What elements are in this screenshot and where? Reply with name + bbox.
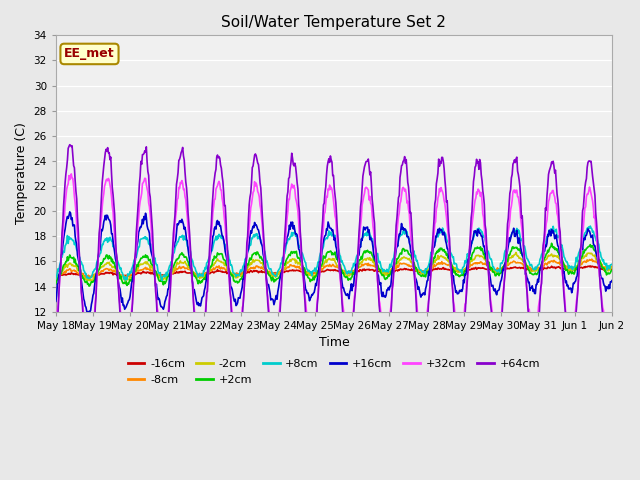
Title: Soil/Water Temperature Set 2: Soil/Water Temperature Set 2 xyxy=(221,15,446,30)
X-axis label: Time: Time xyxy=(319,336,349,349)
Text: EE_met: EE_met xyxy=(64,48,115,60)
Y-axis label: Temperature (C): Temperature (C) xyxy=(15,122,28,225)
Legend: -16cm, -8cm, -2cm, +2cm, +8cm, +16cm, +32cm, +64cm: -16cm, -8cm, -2cm, +2cm, +8cm, +16cm, +3… xyxy=(124,355,545,389)
